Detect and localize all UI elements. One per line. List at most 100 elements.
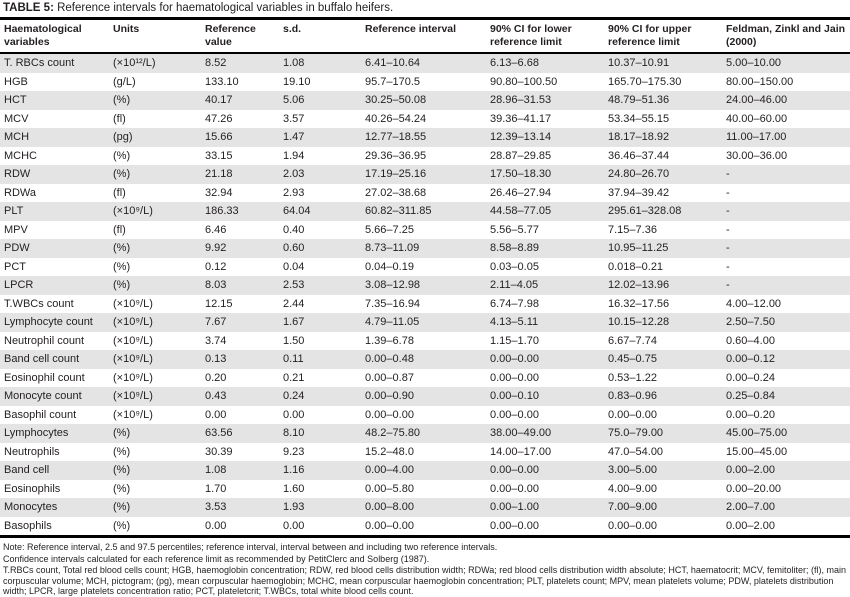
table-caption: TABLE 5: Reference intervals for haemato… [0, 0, 850, 17]
col-header-variables: Haematological variables [0, 18, 109, 54]
value-cell: 0.60 [283, 242, 305, 254]
value-cell: 64.04 [283, 205, 311, 217]
variable-name-cell: PCT [4, 260, 26, 273]
value-cell: 12.02–13.96 [608, 279, 670, 291]
value-cell: 40.00–60.00 [726, 112, 788, 125]
value-cell: 0.00 [205, 408, 227, 421]
value-cell: 0.00–0.00 [490, 408, 539, 421]
value-cell: (%) [113, 427, 131, 439]
col-header-reference-value: Reference value [201, 18, 279, 54]
value-cell: 12.77–18.55 [365, 131, 427, 143]
value-cell: 48.79–51.36 [608, 94, 670, 106]
table-row: Monocyte count (×10⁹/L) 0.43 0.24 0.00–0.90 0… [0, 387, 850, 406]
value-cell: 28.87–29.85 [490, 149, 552, 162]
variable-name-cell: RDW [4, 168, 31, 180]
value-cell: 8.58–8.89 [490, 242, 539, 254]
table-row: PDW (%) 9.92 0.60 8.73–11.09 8.58–8.89 10.95–1… [0, 239, 850, 258]
variable-name-cell: Basophil count [4, 408, 77, 421]
table-row: HCT (%) 40.17 5.06 30.25–50.08 28.96–31.53 48.… [0, 91, 850, 110]
value-cell: 15.66 [205, 131, 233, 143]
value-cell: 15.00–45.00 [726, 445, 788, 458]
table-notes: Note: Reference interval, 2.5 and 97.5 p… [0, 538, 850, 597]
value-cell: 7.00–9.00 [608, 501, 657, 513]
value-cell: 47.0–54.00 [608, 445, 664, 458]
value-cell: 1.16 [283, 464, 305, 476]
table-body: T. RBCs count (×10¹²/L) 8.52 1.08 6.41–10.64… [0, 53, 850, 537]
variable-name-cell: Lymphocytes [4, 427, 69, 439]
value-cell: - [726, 205, 730, 217]
value-cell: 3.74 [205, 334, 227, 347]
value-cell: 3.57 [283, 112, 305, 125]
variable-name-cell: Basophils [4, 519, 52, 532]
table-row: LPCR (%) 8.03 2.53 3.08–12.98 2.11–4.05 12.02–… [0, 276, 850, 295]
value-cell: (%) [113, 242, 131, 254]
value-cell: 1.60 [283, 482, 305, 495]
value-cell: 29.36–36.95 [365, 149, 427, 162]
value-cell: 0.00–0.20 [726, 408, 775, 421]
value-cell: 0.00–2.00 [726, 464, 775, 476]
value-cell: - [726, 242, 730, 254]
value-cell: 0.00–0.00 [490, 371, 539, 384]
value-cell: 0.00–0.48 [365, 353, 414, 365]
col-header-sd: s.d. [279, 18, 361, 54]
value-cell: - [726, 260, 730, 273]
variable-name-cell: T.WBCs count [4, 297, 74, 310]
col-header-ci-upper: 90% CI for upper reference limit [604, 18, 722, 54]
table-row: Basophil count (×10⁹/L) 0.00 0.00 0.00–0.00 0… [0, 406, 850, 425]
value-cell: 40.17 [205, 94, 233, 106]
value-cell: 10.15–12.28 [608, 316, 670, 328]
value-cell: 10.95–11.25 [608, 242, 669, 254]
table-row: MPV (fl) 6.46 0.40 5.66–7.25 5.56–5.77 7.15–7.… [0, 221, 850, 240]
value-cell: 60.82–311.85 [365, 205, 432, 217]
table-row: RDWa (fl) 32.94 2.93 27.02–38.68 26.46–27.94 3… [0, 184, 850, 203]
value-cell: 0.00–0.24 [726, 371, 775, 384]
value-cell: 8.73–11.09 [365, 242, 420, 254]
value-cell: (g/L) [113, 75, 136, 88]
variable-name-cell: Neutrophil count [4, 334, 85, 347]
value-cell: 0.53–1.22 [608, 371, 657, 384]
value-cell: 38.00–49.00 [490, 427, 552, 439]
value-cell: (×10⁹/L) [113, 316, 153, 328]
value-cell: 15.2–48.0 [365, 445, 414, 458]
value-cell: 0.45–0.75 [608, 353, 657, 365]
value-cell: 2.11–4.05 [490, 279, 539, 291]
variable-name-cell: Eosinophil count [4, 371, 85, 384]
value-cell: 3.08–12.98 [365, 279, 421, 291]
value-cell: 16.32–17.56 [608, 297, 670, 310]
value-cell: (%) [113, 482, 131, 495]
value-cell: 48.2–75.80 [365, 427, 421, 439]
col-header-units: Units [109, 18, 201, 54]
value-cell: 0.00 [205, 519, 227, 532]
value-cell: 6.41–10.64 [365, 57, 421, 69]
value-cell: 0.20 [205, 371, 227, 384]
value-cell: 6.74–7.98 [490, 297, 539, 310]
value-cell: 0.24 [283, 390, 305, 402]
value-cell: 4.13–5.11 [490, 316, 539, 328]
value-cell: (×10⁹/L) [113, 334, 153, 347]
value-cell: 44.58–77.05 [490, 205, 552, 217]
value-cell: (%) [113, 519, 131, 532]
value-cell: 5.66–7.25 [365, 223, 414, 236]
value-cell: - [726, 223, 730, 236]
value-cell: 32.94 [205, 186, 233, 199]
value-cell: 6.13–6.68 [490, 57, 539, 69]
value-cell: 0.00–0.12 [726, 353, 775, 365]
value-cell: 0.04–0.19 [365, 260, 414, 273]
reference-intervals-table: Haematological variables Units Reference… [0, 17, 850, 538]
table-row: Lymphocyte count (×10⁹/L) 7.67 1.67 4.79–11.… [0, 313, 850, 332]
value-cell: 0.00–1.00 [490, 501, 539, 513]
table-row: T.WBCs count (×10⁹/L) 12.15 2.44 7.35–16.94 6… [0, 295, 850, 314]
value-cell: 0.00–0.00 [608, 408, 657, 421]
value-cell: 36.46–37.44 [608, 149, 670, 162]
variable-name-cell: T. RBCs count [4, 57, 75, 69]
value-cell: 0.83–0.96 [608, 390, 657, 402]
value-cell: 0.018–0.21 [608, 260, 664, 273]
value-cell: 9.23 [283, 445, 305, 458]
value-cell: 0.00–8.00 [365, 501, 414, 513]
variable-name-cell: Band cell [4, 464, 50, 476]
table-row: Eosinophil count (×10⁹/L) 0.20 0.21 0.00–0.8… [0, 369, 850, 388]
value-cell: (fl) [113, 223, 126, 236]
table-row: MCH (pg) 15.66 1.47 12.77–18.55 12.39–13.14 18… [0, 128, 850, 147]
variable-name-cell: MCH [4, 131, 30, 143]
